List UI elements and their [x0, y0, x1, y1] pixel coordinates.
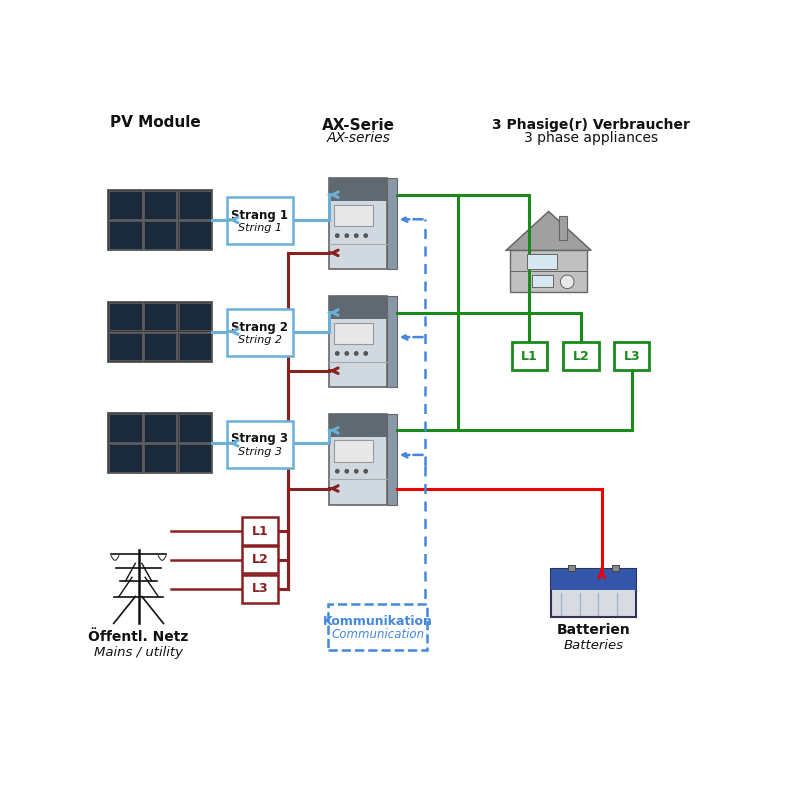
Text: Strang 3: Strang 3: [231, 432, 288, 445]
FancyBboxPatch shape: [144, 302, 176, 330]
Circle shape: [364, 470, 367, 473]
FancyBboxPatch shape: [108, 302, 212, 362]
Text: String 3: String 3: [238, 446, 282, 457]
FancyBboxPatch shape: [387, 178, 397, 270]
FancyBboxPatch shape: [110, 333, 142, 361]
Text: L3: L3: [251, 582, 268, 595]
Text: Strang 2: Strang 2: [231, 321, 288, 334]
FancyBboxPatch shape: [387, 296, 397, 387]
FancyBboxPatch shape: [329, 296, 387, 387]
FancyBboxPatch shape: [563, 342, 598, 370]
FancyBboxPatch shape: [527, 254, 557, 269]
FancyBboxPatch shape: [329, 414, 387, 505]
FancyBboxPatch shape: [329, 178, 387, 201]
FancyBboxPatch shape: [178, 191, 211, 219]
FancyBboxPatch shape: [510, 250, 586, 292]
FancyBboxPatch shape: [334, 322, 373, 344]
Text: Mains / utility: Mains / utility: [94, 646, 183, 659]
FancyBboxPatch shape: [108, 414, 212, 474]
FancyBboxPatch shape: [329, 178, 387, 270]
FancyBboxPatch shape: [614, 342, 650, 370]
FancyBboxPatch shape: [110, 445, 142, 472]
FancyBboxPatch shape: [110, 221, 142, 249]
Text: L2: L2: [251, 553, 268, 566]
Text: Communication: Communication: [331, 629, 424, 642]
FancyBboxPatch shape: [178, 445, 211, 472]
FancyBboxPatch shape: [178, 221, 211, 249]
FancyBboxPatch shape: [178, 302, 211, 330]
Circle shape: [345, 352, 349, 355]
FancyBboxPatch shape: [178, 333, 211, 361]
Text: Kommunikation: Kommunikation: [322, 615, 433, 629]
FancyBboxPatch shape: [226, 198, 293, 244]
Circle shape: [561, 275, 574, 289]
Text: PV Module: PV Module: [110, 115, 200, 130]
FancyBboxPatch shape: [334, 205, 373, 226]
FancyBboxPatch shape: [110, 191, 142, 219]
Circle shape: [354, 234, 358, 238]
Circle shape: [354, 352, 358, 355]
Text: 3 phase appliances: 3 phase appliances: [524, 131, 658, 146]
Text: Öffentl. Netz: Öffentl. Netz: [88, 630, 189, 644]
FancyBboxPatch shape: [551, 569, 636, 617]
FancyBboxPatch shape: [144, 414, 176, 442]
FancyBboxPatch shape: [387, 414, 397, 505]
Text: String 1: String 1: [238, 223, 282, 234]
FancyBboxPatch shape: [226, 421, 293, 467]
Circle shape: [364, 352, 367, 355]
FancyBboxPatch shape: [144, 191, 176, 219]
Text: AX-Serie: AX-Serie: [322, 118, 394, 133]
Circle shape: [335, 352, 339, 355]
FancyBboxPatch shape: [551, 569, 636, 590]
Text: Strang 1: Strang 1: [231, 209, 288, 222]
Circle shape: [345, 470, 349, 473]
Circle shape: [345, 234, 349, 238]
FancyBboxPatch shape: [532, 275, 553, 287]
FancyBboxPatch shape: [108, 190, 212, 250]
FancyBboxPatch shape: [558, 215, 567, 240]
FancyBboxPatch shape: [110, 302, 142, 330]
Text: Batterien: Batterien: [556, 623, 630, 638]
Circle shape: [335, 234, 339, 238]
FancyBboxPatch shape: [568, 566, 574, 571]
FancyBboxPatch shape: [144, 221, 176, 249]
Text: L3: L3: [623, 350, 640, 362]
Text: L1: L1: [521, 350, 538, 362]
FancyBboxPatch shape: [144, 445, 176, 472]
FancyBboxPatch shape: [334, 441, 373, 462]
FancyBboxPatch shape: [329, 414, 387, 437]
FancyBboxPatch shape: [242, 575, 278, 602]
Text: AX-series: AX-series: [326, 131, 390, 146]
FancyBboxPatch shape: [242, 546, 278, 574]
Polygon shape: [506, 211, 591, 250]
FancyBboxPatch shape: [178, 414, 211, 442]
FancyBboxPatch shape: [226, 309, 293, 356]
FancyBboxPatch shape: [242, 517, 278, 545]
Text: L2: L2: [573, 350, 590, 362]
FancyBboxPatch shape: [612, 566, 618, 571]
FancyBboxPatch shape: [329, 296, 387, 319]
Text: Batteries: Batteries: [563, 639, 623, 652]
Text: String 2: String 2: [238, 335, 282, 345]
Circle shape: [354, 470, 358, 473]
Circle shape: [364, 234, 367, 238]
FancyBboxPatch shape: [110, 414, 142, 442]
Text: L1: L1: [251, 525, 268, 538]
FancyBboxPatch shape: [512, 342, 547, 370]
FancyBboxPatch shape: [144, 333, 176, 361]
Circle shape: [335, 470, 339, 473]
Text: 3 Phasige(r) Verbraucher: 3 Phasige(r) Verbraucher: [492, 118, 690, 132]
FancyBboxPatch shape: [328, 604, 427, 650]
